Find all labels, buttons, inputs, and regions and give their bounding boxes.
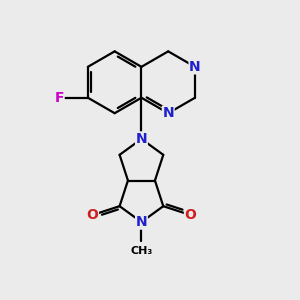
Text: N: N <box>189 60 201 74</box>
Text: F: F <box>55 91 64 105</box>
Text: N: N <box>136 215 147 229</box>
Text: N: N <box>136 132 147 146</box>
Text: CH₃: CH₃ <box>130 247 153 256</box>
Text: N: N <box>162 106 174 120</box>
Text: O: O <box>86 208 98 222</box>
Text: O: O <box>184 208 196 222</box>
